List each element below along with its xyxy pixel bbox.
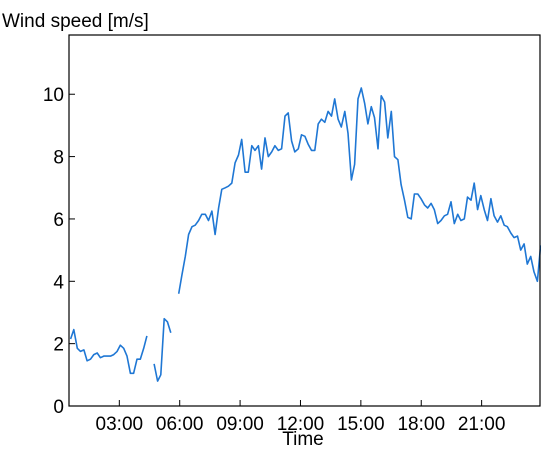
x-tick-label: 12:00 (277, 414, 325, 435)
y-tick-label: 0 (53, 397, 64, 418)
y-axis-label: Wind speed [m/s] (2, 11, 149, 32)
x-ticks: 03:00 06:00 09:00 12:00 15:00 18:00 21:00 (96, 400, 506, 435)
x-tick-label: 03:00 (96, 414, 144, 435)
y-tick-label: 4 (53, 272, 64, 293)
x-axis-label: Time (282, 429, 324, 449)
x-tick-label: 15:00 (337, 414, 385, 435)
wind-speed-line-segment (153, 317, 172, 382)
x-tick-label: 06:00 (156, 414, 204, 435)
x-tick-label: 09:00 (216, 414, 264, 435)
x-tick-label: 21:00 (458, 414, 506, 435)
wind-speed-line-segment (69, 328, 148, 375)
y-tick-label: 6 (53, 210, 64, 231)
y-tick-label: 8 (53, 148, 64, 169)
y-ticks: 0 2 4 6 8 10 (43, 85, 75, 418)
y-tick-label: 2 (53, 335, 64, 356)
x-tick-label: 18:00 (397, 414, 445, 435)
y-tick-label: 10 (43, 85, 64, 106)
plot-frame (68, 34, 541, 407)
series-lines (69, 87, 541, 382)
wind-speed-line-segment (177, 87, 541, 294)
